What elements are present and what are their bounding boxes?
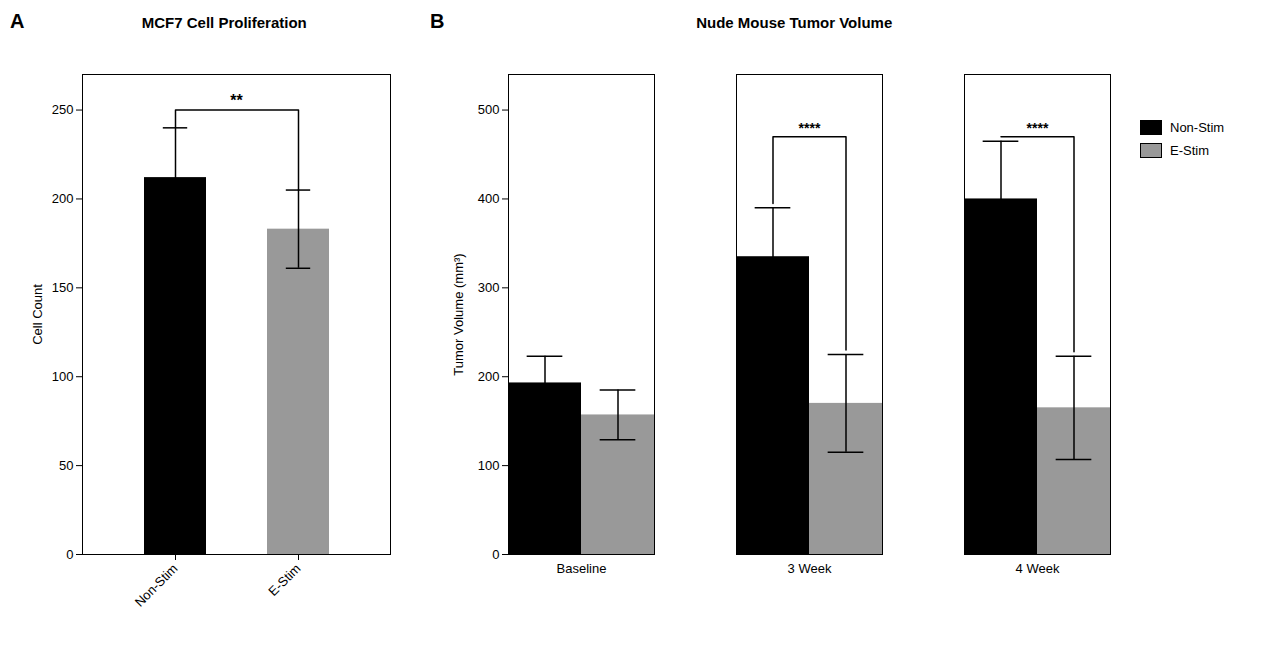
svg-text:****: ****: [1027, 120, 1049, 136]
svg-text:400: 400: [478, 191, 500, 206]
html-text:E-Stim: E-Stim: [1170, 143, 1209, 158]
svg-text:200: 200: [52, 191, 74, 206]
svg-text:500: 500: [478, 102, 500, 117]
html-text:Non-Stim: Non-Stim: [1170, 120, 1225, 135]
html-text:B: B: [430, 10, 445, 32]
svg-text:3 Week: 3 Week: [788, 561, 832, 576]
svg-text:E-Stim: E-Stim: [265, 561, 303, 599]
svg-text:Cell Count: Cell Count: [30, 284, 45, 345]
svg-text:250: 250: [52, 102, 74, 117]
svg-text:150: 150: [52, 280, 74, 295]
svg-text:100: 100: [478, 458, 500, 473]
svg-text:Non-Stim: Non-Stim: [132, 561, 181, 610]
svg-text:100: 100: [52, 369, 74, 384]
html-text:A: A: [10, 10, 25, 32]
svg-text:Tumor Volume (mm³): Tumor Volume (mm³): [451, 253, 466, 375]
svg-text:300: 300: [478, 280, 500, 295]
html-text:MCF7 Cell Proliferation: MCF7 Cell Proliferation: [141, 14, 307, 31]
svg-text:0: 0: [66, 547, 73, 562]
svg-text:****: ****: [799, 120, 821, 136]
svg-text:0: 0: [492, 547, 499, 562]
svg-text:50: 50: [59, 458, 73, 473]
svg-text:**: **: [230, 92, 243, 109]
svg-text:4 Week: 4 Week: [1016, 561, 1060, 576]
svg-text:Baseline: Baseline: [557, 561, 607, 576]
svg-text:200: 200: [478, 369, 500, 384]
html-text:Nude Mouse Tumor Volume: Nude Mouse Tumor Volume: [696, 14, 893, 31]
